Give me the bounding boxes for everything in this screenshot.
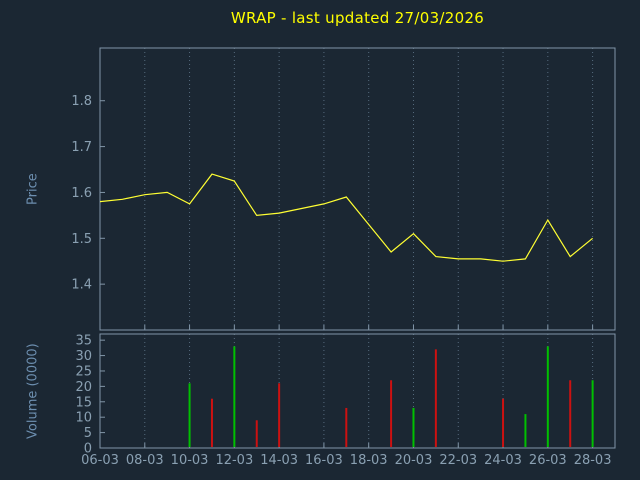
x-tick-label: 26-03 xyxy=(529,453,567,468)
x-tick-label: 18-03 xyxy=(350,453,388,468)
x-tick-label: 12-03 xyxy=(215,453,253,468)
y-tick-label: 5 xyxy=(84,426,92,441)
y-tick-label: 1.7 xyxy=(71,140,92,155)
x-tick-label: 20-03 xyxy=(395,453,433,468)
y-tick-label: 1.5 xyxy=(71,232,92,247)
chart-title: WRAP - last updated 27/03/2026 xyxy=(230,9,485,27)
x-tick-label: 16-03 xyxy=(305,453,343,468)
price-panel: 1.4 1.5 1.6 1.7 1.8 xyxy=(71,47,616,331)
volume-panel-frame xyxy=(99,333,616,449)
x-tick-label: 22-03 xyxy=(439,453,477,468)
y-tick-label: 20 xyxy=(75,380,92,395)
x-tick-label: 14-03 xyxy=(260,453,298,468)
volume-bars xyxy=(188,346,594,447)
price-line xyxy=(99,173,593,262)
x-tick-label: 06-03 xyxy=(81,453,119,468)
x-tick-label: 08-03 xyxy=(126,453,164,468)
x-tick-label: 28-03 xyxy=(574,453,612,468)
price-panel-frame xyxy=(99,47,616,331)
y-tick-label: 1.6 xyxy=(71,186,92,201)
y-tick-label: 15 xyxy=(75,395,92,410)
y-tick-label: 0 xyxy=(84,442,92,457)
y-tick-label: 1.8 xyxy=(71,94,92,109)
y-tick-label: 25 xyxy=(75,364,92,379)
y-tick-label: 1.4 xyxy=(71,278,92,293)
y-tick-label: 35 xyxy=(75,334,92,349)
x-tick-label: 24-03 xyxy=(484,453,522,468)
x-tick-label: 10-03 xyxy=(171,453,209,468)
y-tick-label: 30 xyxy=(75,349,92,364)
y-tick-label: 10 xyxy=(75,411,92,426)
